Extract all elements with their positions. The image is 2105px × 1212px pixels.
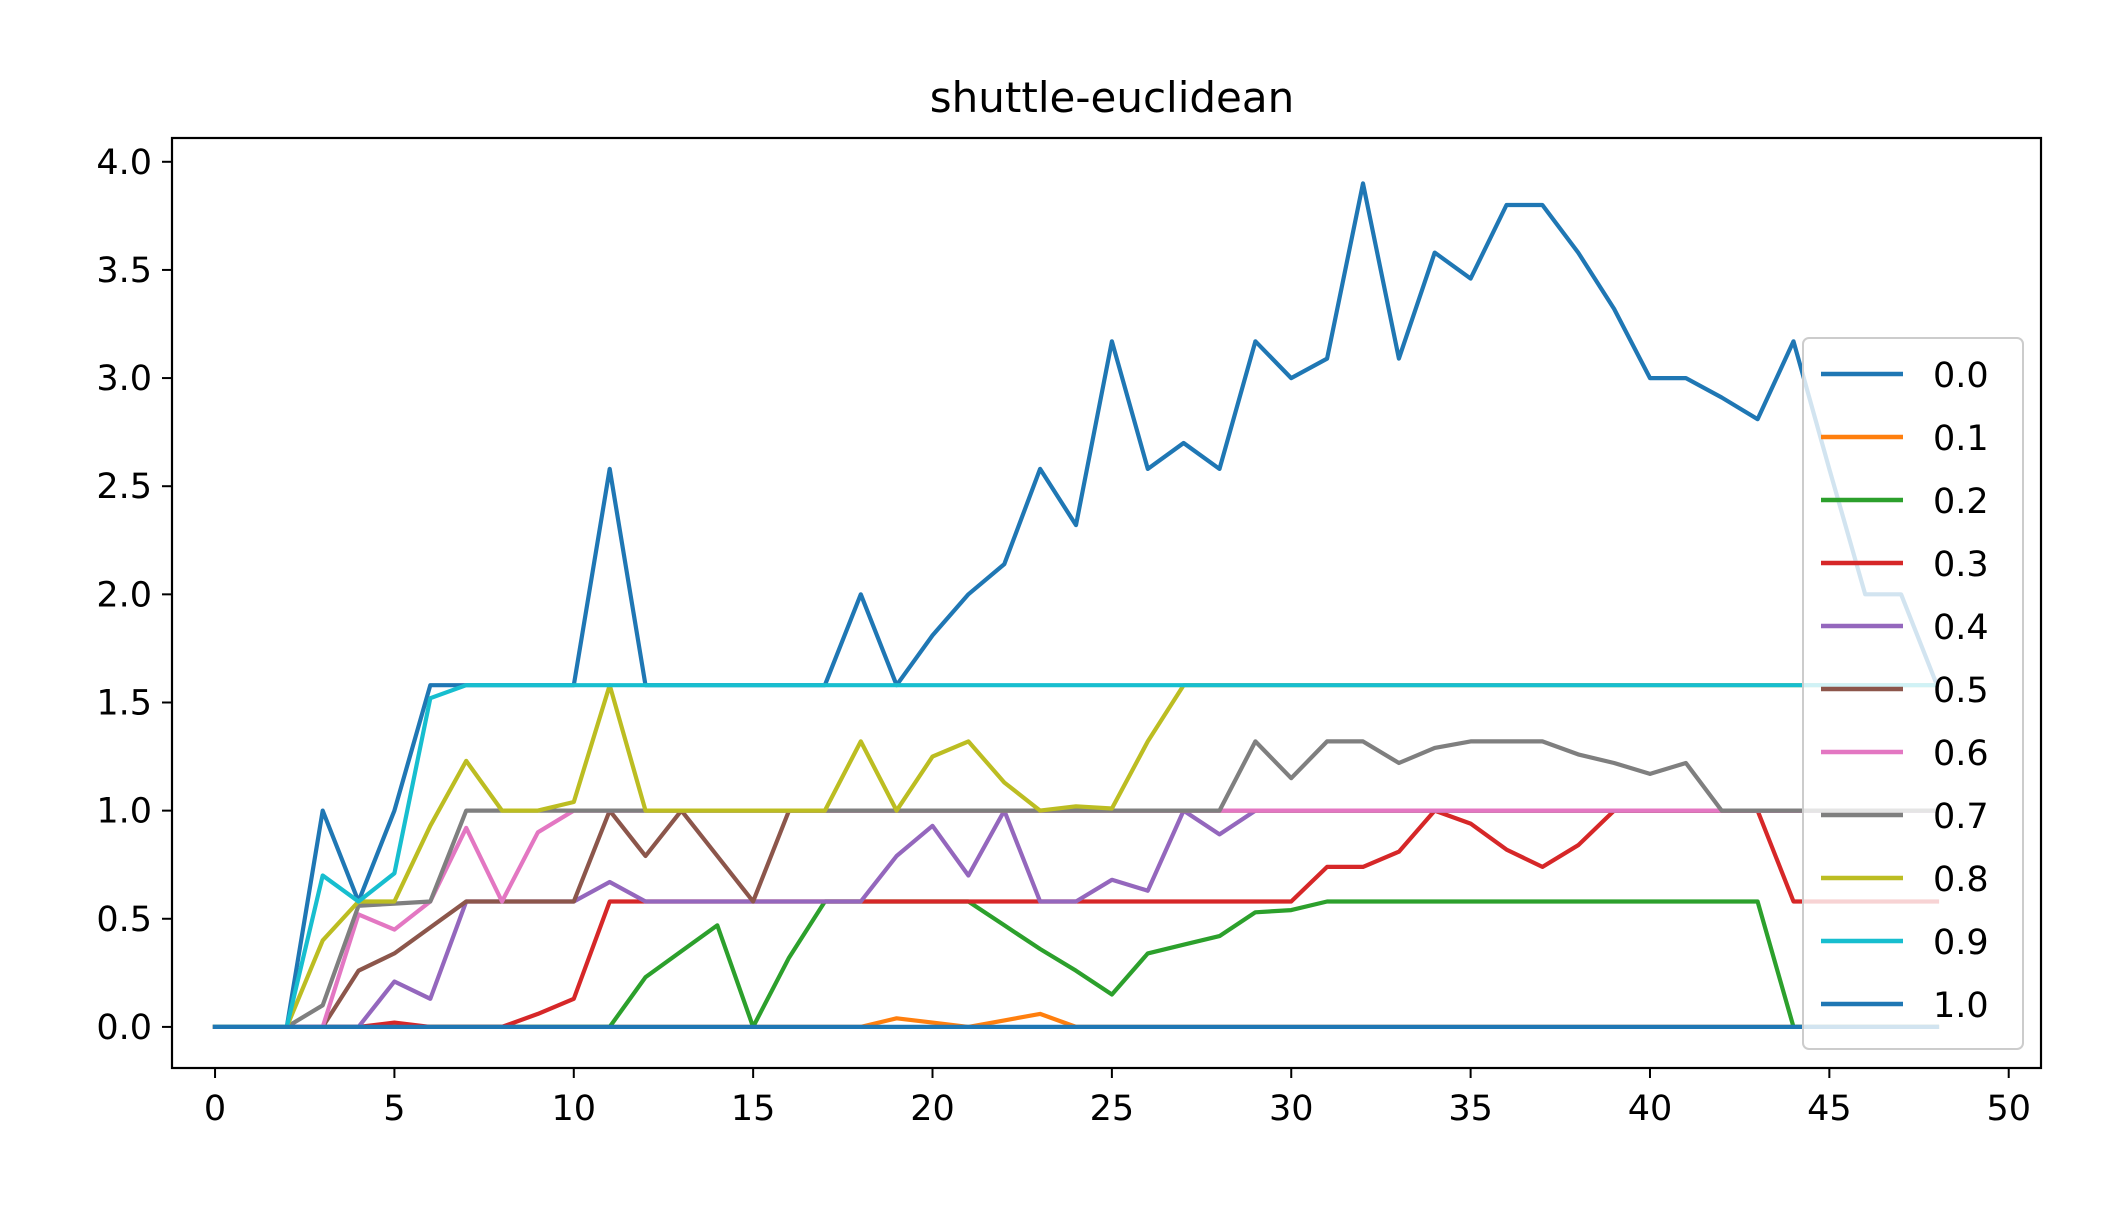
y-tick-label: 3.0 xyxy=(96,359,152,399)
legend-label: 0.3 xyxy=(1933,545,1989,585)
x-tick-label: 50 xyxy=(1986,1089,2031,1129)
plot-frame xyxy=(170,136,2043,1070)
legend-label: 0.6 xyxy=(1933,734,1989,774)
x-tick-label: 35 xyxy=(1448,1089,1493,1129)
legend-box xyxy=(1802,337,2024,1050)
x-tick-label: 25 xyxy=(1090,1089,1135,1129)
y-tick-label: 1.0 xyxy=(96,792,152,832)
y-tick-label: 3.5 xyxy=(96,251,152,291)
x-tick-label: 15 xyxy=(731,1089,776,1129)
y-tick-label: 0.5 xyxy=(96,900,152,940)
legend-label: 0.5 xyxy=(1933,671,1989,711)
legend-label: 0.9 xyxy=(1933,923,1989,963)
x-tick-label: 10 xyxy=(552,1089,597,1129)
chart-title: shuttle-euclidean xyxy=(930,73,1294,122)
legend-label: 0.4 xyxy=(1933,608,1989,648)
x-tick-label: 30 xyxy=(1269,1089,1314,1129)
x-tick-label: 0 xyxy=(204,1089,226,1129)
legend-label: 1.0 xyxy=(1933,986,1989,1026)
x-tick-label: 40 xyxy=(1628,1089,1673,1129)
series-line-0-9 xyxy=(212,683,1940,1030)
legend-label: 0.0 xyxy=(1933,356,1989,396)
legend-label: 0.8 xyxy=(1933,860,1989,900)
legend-label: 0.1 xyxy=(1933,419,1989,459)
y-tick-label: 2.0 xyxy=(96,575,152,615)
y-tick-label: 4.0 xyxy=(96,143,152,183)
legend-label: 0.2 xyxy=(1933,482,1989,522)
legend-label: 0.7 xyxy=(1933,797,1989,837)
y-tick-label: 2.5 xyxy=(96,467,152,507)
x-tick-label: 20 xyxy=(910,1089,955,1129)
y-tick-label: 0.0 xyxy=(96,1008,152,1048)
x-tick-label: 45 xyxy=(1807,1089,1852,1129)
y-tick-label: 1.5 xyxy=(96,683,152,723)
x-tick-label: 5 xyxy=(383,1089,405,1129)
